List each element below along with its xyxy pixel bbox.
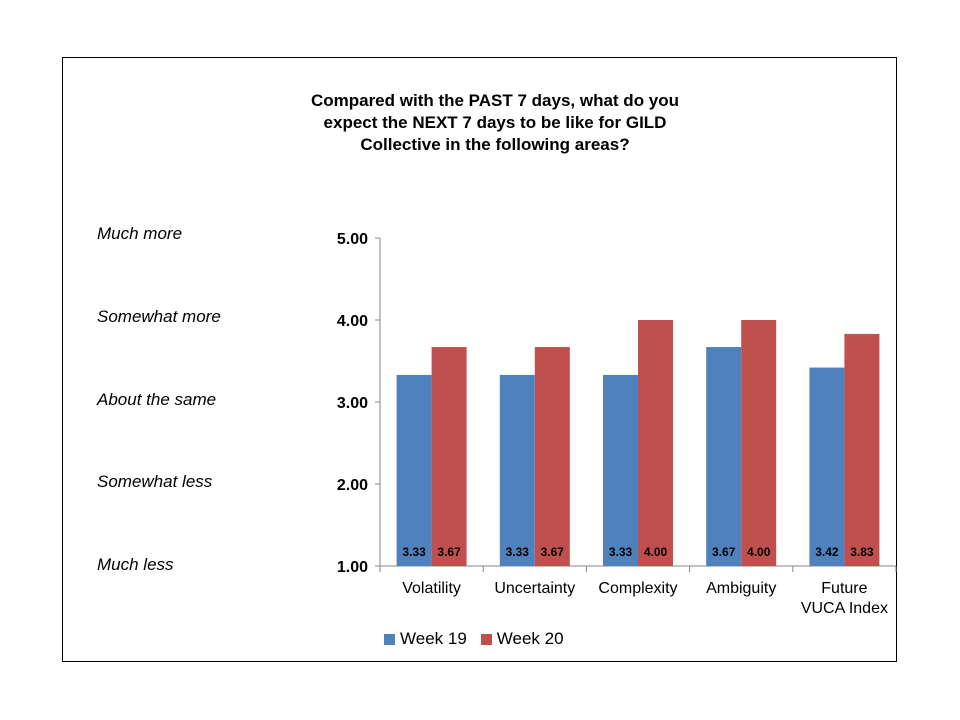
data-label: 3.67: [712, 545, 736, 559]
bar-week20-0: [431, 347, 467, 566]
chart-title: Compared with the PAST 7 days, what do y…: [260, 90, 730, 156]
y-tick-label: 2.00: [337, 477, 368, 494]
legend-label-week20: Week 20: [496, 629, 564, 648]
title-line-3: Collective in the following areas?: [360, 135, 630, 154]
bar-week19-3: [706, 347, 742, 566]
bar-week19-1: [499, 374, 535, 566]
legend-label-week19: Week 19: [400, 629, 467, 648]
title-line-2: expect the NEXT 7 days to be like for GI…: [323, 113, 667, 132]
data-label: 3.33: [609, 545, 633, 559]
scale-label-about-same: About the same: [97, 390, 217, 409]
bar-week19-2: [603, 374, 638, 566]
x-category-label: Uncertainty: [494, 580, 575, 597]
y-tick-label: 5.00: [337, 231, 368, 248]
data-label: 3.42: [815, 545, 839, 559]
bar-week20-4: [844, 333, 880, 566]
scale-label-much-less: Much less: [97, 555, 174, 574]
bar-week19-4: [809, 367, 845, 566]
data-label: 4.00: [644, 545, 668, 559]
y-tick-label: 1.00: [337, 559, 368, 576]
data-label: 3.67: [541, 545, 565, 559]
bar-week19-0: [396, 374, 432, 566]
legend-item-week20: Week 20: [480, 629, 564, 649]
legend-item-week19: Week 19: [384, 629, 467, 649]
data-label: 3.83: [850, 545, 874, 559]
title-line-1: Compared with the PAST 7 days, what do y…: [310, 91, 680, 110]
scale-label-much-more: Much more: [97, 224, 183, 243]
scale-label-somewhat-more: Somewhat more: [97, 307, 221, 326]
legend-swatch-week20: [480, 633, 492, 645]
data-label: 3.33: [402, 545, 426, 559]
data-label: 3.67: [437, 545, 461, 559]
bar-week20-3: [741, 320, 777, 566]
x-category-label: Future: [821, 580, 867, 597]
bar-week20-1: [534, 347, 570, 566]
x-category-label: VUCA Index: [801, 600, 888, 617]
y-tick-label: 3.00: [337, 395, 368, 412]
x-category-label: Ambiguity: [706, 580, 776, 597]
legend: Week 19 Week 20: [384, 629, 578, 649]
x-category-label: Volatility: [402, 580, 461, 597]
bar-week20-2: [638, 320, 673, 566]
data-label: 4.00: [747, 545, 771, 559]
x-category-label: Complexity: [598, 580, 677, 597]
data-label: 3.33: [506, 545, 530, 559]
scale-label-somewhat-less: Somewhat less: [97, 472, 213, 491]
legend-swatch-week19: [384, 633, 395, 645]
y-tick-label: 4.00: [337, 313, 368, 330]
